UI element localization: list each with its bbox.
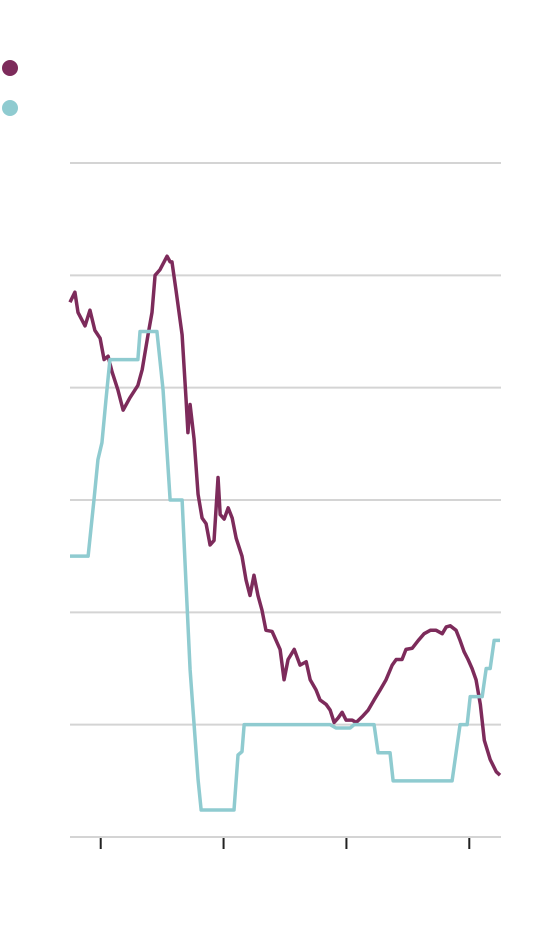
- series-line: [70, 329, 500, 812]
- series-line: [68, 254, 502, 777]
- legend-marker: [2, 100, 18, 116]
- legend-marker: [2, 60, 18, 76]
